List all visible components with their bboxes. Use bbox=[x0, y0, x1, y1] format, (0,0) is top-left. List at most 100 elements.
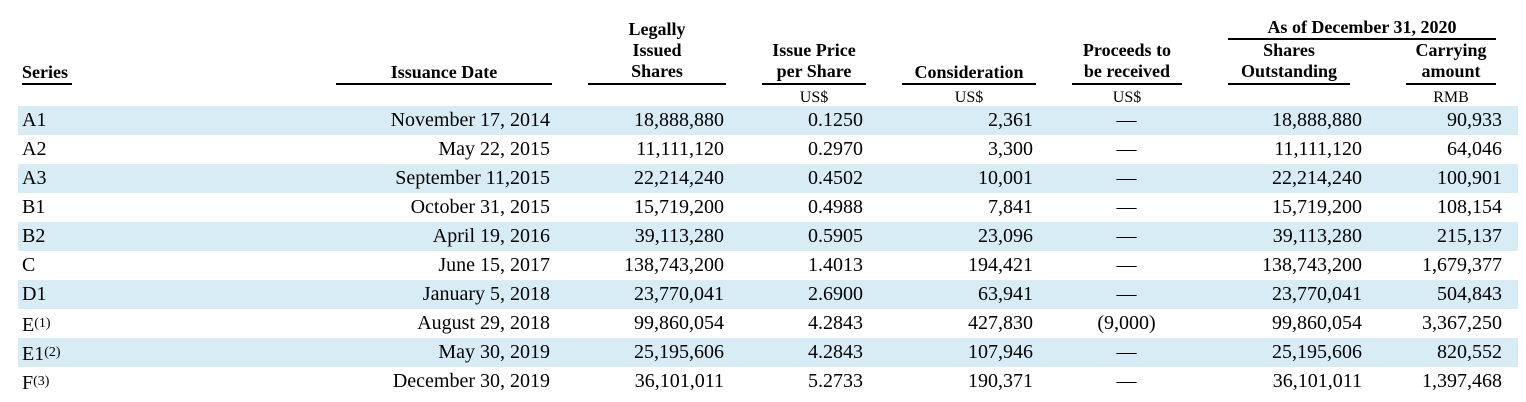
footnote-marker: (3) bbox=[33, 374, 50, 389]
cell-issue-price: 1.4013 bbox=[808, 254, 863, 276]
underline-carrying-amount bbox=[1406, 83, 1496, 85]
cell-consideration: 63,941 bbox=[978, 283, 1033, 305]
cell-issuance-date: November 17, 2014 bbox=[390, 109, 550, 131]
cell-carrying-amount: 108,154 bbox=[1437, 196, 1502, 218]
cell-shares-outstanding: 25,195,606 bbox=[1272, 341, 1362, 363]
cell-proceeds: — bbox=[1116, 254, 1137, 276]
table-row: F(3) December 30, 2019 36,101,011 5.2733 190… bbox=[18, 367, 1518, 396]
cell-shares-outstanding: 39,113,280 bbox=[1272, 225, 1362, 247]
cell-consideration: 190,371 bbox=[968, 370, 1033, 392]
cell-issue-price: 0.4502 bbox=[808, 167, 863, 189]
series-name: A3 bbox=[22, 167, 47, 189]
header-legally-issued-2: Issued bbox=[632, 40, 682, 60]
cell-carrying-amount: 90,933 bbox=[1447, 109, 1502, 131]
cell-issue-price: 0.2970 bbox=[808, 138, 863, 160]
underline-consideration bbox=[902, 83, 1036, 85]
series-name: A2 bbox=[22, 138, 47, 160]
cell-consideration: 107,946 bbox=[968, 341, 1033, 363]
cell-proceeds: (9,000) bbox=[1097, 312, 1156, 334]
cell-issuance-date: May 30, 2019 bbox=[438, 341, 550, 363]
cell-consideration: 10,001 bbox=[978, 167, 1033, 189]
cell-issuance-date: January 5, 2018 bbox=[422, 283, 550, 305]
cell-issue-price: 0.4988 bbox=[808, 196, 863, 218]
series-name: B2 bbox=[22, 225, 46, 247]
table-row: A1 November 17, 2014 18,888,880 0.1250 2,361… bbox=[18, 106, 1518, 135]
cell-consideration: 427,830 bbox=[968, 312, 1033, 334]
cell-carrying-amount: 3,367,250 bbox=[1422, 312, 1502, 334]
underline-as-of bbox=[1228, 38, 1496, 40]
cell-proceeds: — bbox=[1116, 225, 1137, 247]
header-shares-outstanding-2: Outstanding bbox=[1240, 61, 1338, 81]
cell-shares-outstanding: 18,888,880 bbox=[1272, 109, 1362, 131]
cell-carrying-amount: 1,397,468 bbox=[1422, 370, 1502, 392]
cell-legally-issued: 25,195,606 bbox=[634, 341, 724, 363]
cell-proceeds: — bbox=[1116, 341, 1137, 363]
footnote-marker: (2) bbox=[44, 345, 61, 360]
cell-issuance-date: June 15, 2017 bbox=[438, 254, 550, 276]
cell-series: A2 bbox=[22, 135, 46, 164]
header-proceeds-2: be received bbox=[1083, 61, 1171, 81]
cell-carrying-amount: 100,901 bbox=[1437, 167, 1502, 189]
unit-proceeds: US$ bbox=[1112, 89, 1142, 106]
underline-proceeds bbox=[1072, 83, 1182, 85]
cell-issue-price: 2.6900 bbox=[808, 283, 863, 305]
cell-issuance-date: September 11,2015 bbox=[395, 167, 550, 189]
cell-series: A3 bbox=[22, 164, 46, 193]
cell-proceeds: — bbox=[1116, 196, 1137, 218]
table-row: A3 September 11,2015 22,214,240 0.4502 10,00… bbox=[18, 164, 1518, 193]
cell-series: F(3) bbox=[22, 367, 49, 396]
underline-issue-price bbox=[762, 83, 866, 85]
header-legally-issued-1: Legally bbox=[628, 19, 686, 39]
header-as-of: As of December 31, 2020 bbox=[1267, 17, 1457, 37]
underline-series bbox=[22, 83, 72, 85]
header-shares-outstanding-1: Shares bbox=[1263, 40, 1315, 60]
cell-shares-outstanding: 36,101,011 bbox=[1272, 370, 1362, 392]
cell-proceeds: — bbox=[1116, 138, 1137, 160]
cell-issue-price: 5.2733 bbox=[808, 370, 863, 392]
cell-issuance-date: August 29, 2018 bbox=[417, 312, 550, 334]
series-name: D1 bbox=[22, 283, 47, 305]
table-row: E(1) August 29, 2018 99,860,054 4.2843 427,8… bbox=[18, 309, 1518, 338]
cell-legally-issued: 39,113,280 bbox=[634, 225, 724, 247]
header-issuance-date: Issuance Date bbox=[390, 62, 498, 82]
cell-issue-price: 4.2843 bbox=[808, 341, 863, 363]
header-consideration: Consideration bbox=[914, 62, 1024, 82]
cell-shares-outstanding: 11,111,120 bbox=[1274, 138, 1362, 160]
cell-shares-outstanding: 23,770,041 bbox=[1272, 283, 1362, 305]
cell-series: C bbox=[22, 251, 35, 280]
footnote-marker: (1) bbox=[34, 316, 51, 331]
cell-carrying-amount: 820,552 bbox=[1437, 341, 1502, 363]
series-name: B1 bbox=[22, 196, 46, 218]
series-name: F bbox=[22, 372, 34, 394]
cell-carrying-amount: 504,843 bbox=[1437, 283, 1502, 305]
cell-shares-outstanding: 15,719,200 bbox=[1272, 196, 1362, 218]
cell-legally-issued: 15,719,200 bbox=[634, 196, 724, 218]
cell-series: B1 bbox=[22, 193, 45, 222]
unit-carrying-amount: RMB bbox=[1433, 89, 1469, 106]
table-row: A2 May 22, 2015 11,111,120 0.2970 3,300 — 11,1… bbox=[18, 135, 1518, 164]
unit-consideration: US$ bbox=[954, 89, 984, 106]
cell-shares-outstanding: 99,860,054 bbox=[1272, 312, 1362, 334]
cell-legally-issued: 99,860,054 bbox=[634, 312, 724, 334]
cell-carrying-amount: 1,679,377 bbox=[1422, 254, 1502, 276]
cell-proceeds: — bbox=[1116, 167, 1137, 189]
cell-proceeds: — bbox=[1116, 283, 1137, 305]
series-name: A1 bbox=[22, 109, 47, 131]
series-name: E1 bbox=[22, 343, 45, 365]
cell-series: B2 bbox=[22, 222, 45, 251]
cell-proceeds: — bbox=[1116, 370, 1137, 392]
underline-issuance-date bbox=[336, 83, 552, 85]
header-legally-issued-3: Shares bbox=[631, 61, 683, 81]
cell-issue-price: 4.2843 bbox=[808, 312, 863, 334]
table-row: C June 15, 2017 138,743,200 1.4013 194,421 — 1… bbox=[18, 251, 1518, 280]
cell-series: E(1) bbox=[22, 309, 51, 338]
series-name: E bbox=[22, 314, 35, 336]
table-row: D1 January 5, 2018 23,770,041 2.6900 63,941 —… bbox=[18, 280, 1518, 309]
cell-shares-outstanding: 138,743,200 bbox=[1262, 254, 1362, 276]
cell-proceeds: — bbox=[1116, 109, 1137, 131]
cell-issuance-date: October 31, 2015 bbox=[410, 196, 550, 218]
cell-shares-outstanding: 22,214,240 bbox=[1272, 167, 1362, 189]
header-proceeds-1: Proceeds to bbox=[1082, 40, 1172, 60]
cell-legally-issued: 18,888,880 bbox=[634, 109, 724, 131]
cell-consideration: 2,361 bbox=[988, 109, 1033, 131]
